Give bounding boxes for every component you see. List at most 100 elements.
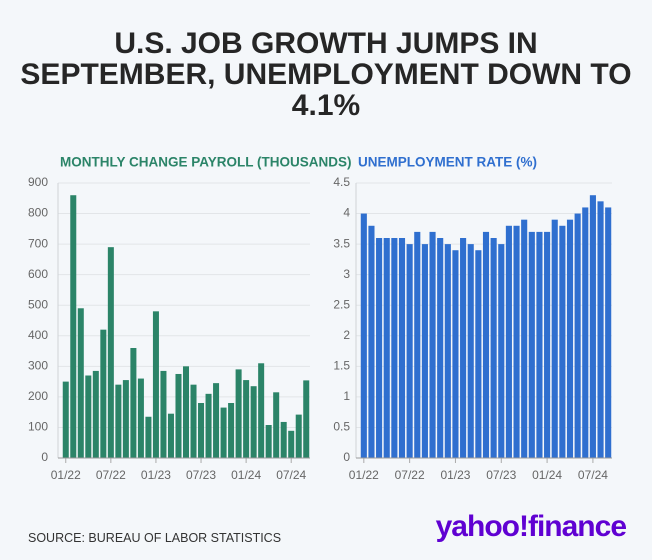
y-tick-label: 0.5 bbox=[333, 420, 350, 434]
bar bbox=[521, 219, 528, 458]
bar bbox=[452, 250, 459, 458]
bar bbox=[505, 225, 512, 458]
x-tick-label: 01/22 bbox=[349, 468, 379, 482]
x-tick-label: 07/22 bbox=[96, 468, 126, 482]
bar bbox=[243, 380, 250, 458]
bar bbox=[490, 238, 497, 458]
bar bbox=[391, 238, 398, 458]
bar bbox=[160, 370, 167, 458]
bar bbox=[198, 403, 205, 458]
bar bbox=[175, 373, 182, 458]
bar bbox=[368, 225, 375, 458]
y-tick-label: 1 bbox=[343, 389, 350, 403]
y-tick-label: 300 bbox=[28, 359, 48, 373]
y-tick-label: 1.5 bbox=[333, 359, 350, 373]
x-tick-label: 07/23 bbox=[486, 468, 516, 482]
bar bbox=[528, 231, 535, 458]
x-tick-label: 01/24 bbox=[532, 468, 562, 482]
bar bbox=[597, 201, 604, 459]
bar bbox=[467, 244, 474, 458]
bar bbox=[115, 384, 122, 458]
x-tick-label: 07/23 bbox=[186, 468, 216, 482]
bar bbox=[235, 369, 242, 458]
y-tick-label: 4 bbox=[343, 206, 350, 220]
bar bbox=[482, 231, 490, 458]
bar bbox=[130, 348, 137, 458]
bar bbox=[258, 363, 265, 458]
y-tick-label: 4.5 bbox=[333, 175, 350, 189]
x-tick-label: 07/24 bbox=[276, 468, 306, 482]
bar bbox=[414, 231, 421, 458]
bar bbox=[265, 425, 272, 458]
chart-title: MONTHLY CHANGE PAYROLL (THOUSANDS) bbox=[60, 155, 352, 170]
bar bbox=[376, 238, 383, 458]
bar bbox=[444, 244, 451, 458]
y-tick-label: 200 bbox=[28, 389, 48, 403]
bar bbox=[280, 421, 287, 458]
y-tick-label: 3.5 bbox=[333, 236, 350, 250]
y-tick-label: 600 bbox=[28, 267, 48, 281]
y-tick-label: 3 bbox=[343, 267, 350, 281]
bar bbox=[145, 416, 152, 458]
bar bbox=[122, 380, 129, 458]
bar bbox=[107, 247, 114, 458]
bar bbox=[303, 380, 310, 458]
bar bbox=[220, 407, 227, 458]
headline: U.S. JOB GROWTH JUMPS IN SEPTEMBER, UNEM… bbox=[20, 27, 632, 122]
x-tick-label: 07/22 bbox=[395, 468, 425, 482]
bar bbox=[167, 413, 174, 458]
bar bbox=[582, 207, 589, 458]
chart-title: UNEMPLOYMENT RATE (%) bbox=[358, 155, 537, 170]
bar bbox=[77, 308, 84, 458]
y-tick-label: 700 bbox=[28, 236, 48, 250]
bar bbox=[213, 383, 220, 458]
bar bbox=[273, 392, 280, 458]
bar bbox=[383, 238, 390, 458]
bar bbox=[295, 414, 302, 458]
logo: yahoo!finance bbox=[436, 510, 627, 544]
bar bbox=[429, 231, 436, 458]
bar bbox=[421, 244, 428, 458]
bar bbox=[100, 329, 107, 458]
bar bbox=[228, 403, 235, 458]
bar bbox=[360, 213, 367, 458]
bar bbox=[559, 225, 566, 458]
x-tick-label: 01/23 bbox=[141, 468, 171, 482]
bar bbox=[536, 231, 543, 458]
source-note: SOURCE: BUREAU OF LABOR STATISTICS bbox=[28, 531, 282, 545]
x-tick-label: 01/23 bbox=[440, 468, 470, 482]
y-tick-label: 0 bbox=[343, 450, 350, 464]
logo-product: finance bbox=[527, 510, 627, 543]
y-tick-label: 800 bbox=[28, 206, 48, 220]
y-tick-label: 2 bbox=[343, 328, 350, 342]
bar bbox=[544, 231, 551, 458]
bar bbox=[574, 213, 581, 458]
bar bbox=[551, 219, 558, 458]
bar bbox=[190, 384, 197, 458]
bar bbox=[513, 225, 520, 458]
bar bbox=[152, 311, 159, 458]
bar bbox=[475, 250, 482, 458]
y-tick-label: 500 bbox=[28, 297, 48, 311]
bar bbox=[566, 219, 574, 458]
bar bbox=[398, 238, 406, 458]
bar bbox=[589, 195, 596, 458]
bar bbox=[62, 381, 69, 458]
bar bbox=[182, 366, 190, 458]
bar bbox=[460, 238, 467, 458]
x-tick-label: 07/24 bbox=[578, 468, 608, 482]
x-tick-label: 01/24 bbox=[231, 468, 261, 482]
y-tick-label: 0 bbox=[41, 450, 48, 464]
bar bbox=[288, 430, 295, 458]
bar bbox=[406, 244, 413, 458]
bar bbox=[85, 375, 92, 458]
bar bbox=[498, 244, 505, 458]
y-tick-label: 400 bbox=[28, 328, 48, 342]
y-tick-label: 100 bbox=[28, 420, 48, 434]
bar bbox=[205, 393, 212, 458]
x-tick-label: 01/22 bbox=[51, 468, 81, 482]
y-tick-label: 2.5 bbox=[333, 297, 350, 311]
bar bbox=[605, 207, 612, 458]
